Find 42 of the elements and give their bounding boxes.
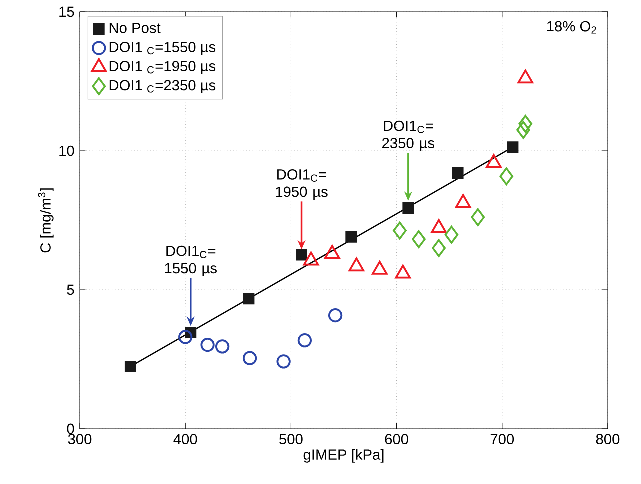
point xyxy=(298,334,312,348)
annotation: DOI1$_{C}$= 2350 µs xyxy=(382,120,435,152)
point xyxy=(328,308,343,323)
y-tick-label: 5 xyxy=(67,284,74,296)
x-tick-label: 800 xyxy=(596,434,620,445)
point xyxy=(507,142,519,154)
legend-label: DOI1 $_{C}$=1550 µs xyxy=(110,42,216,56)
legend-label: DOI1 $_{C}$=2350 µs xyxy=(110,80,216,94)
point xyxy=(393,222,407,240)
x-tick-label: 500 xyxy=(280,434,303,445)
point xyxy=(216,340,230,354)
point xyxy=(200,338,215,352)
y-tick-label: 15 xyxy=(60,6,74,18)
annotation: DOI1$_{C}$= 1950 µs xyxy=(276,169,328,200)
y-tick-label: 10 xyxy=(60,146,74,156)
x-tick-label: 300 xyxy=(68,434,92,445)
x-axis-title: gIMEP [kPa] xyxy=(304,449,384,463)
x-tick-label: 400 xyxy=(174,434,198,445)
point xyxy=(276,354,291,369)
point xyxy=(346,231,358,243)
point xyxy=(444,226,459,244)
y-tick-label: 0 xyxy=(67,424,74,434)
point xyxy=(243,293,255,305)
point xyxy=(516,121,530,140)
point xyxy=(178,330,193,344)
annotation: 18% O$_{2}$ xyxy=(547,21,596,34)
legend-label: No Post xyxy=(110,23,161,34)
x-tick-label: 600 xyxy=(385,434,408,445)
point xyxy=(500,168,514,186)
point xyxy=(242,351,258,366)
annotation: DOI1$_{C}$= 1550 µs xyxy=(165,246,217,277)
legend-label: DOI1 $_{C}$=1950 µs xyxy=(110,61,216,74)
point xyxy=(471,208,486,226)
point xyxy=(518,115,533,133)
x-tick-label: 700 xyxy=(490,434,514,445)
point xyxy=(432,239,446,258)
y-axis-title: C [mg/m$^{3}$] xyxy=(38,188,54,253)
point xyxy=(402,202,414,214)
point xyxy=(412,230,426,248)
point xyxy=(452,167,464,179)
point xyxy=(296,249,308,261)
point xyxy=(124,360,136,372)
